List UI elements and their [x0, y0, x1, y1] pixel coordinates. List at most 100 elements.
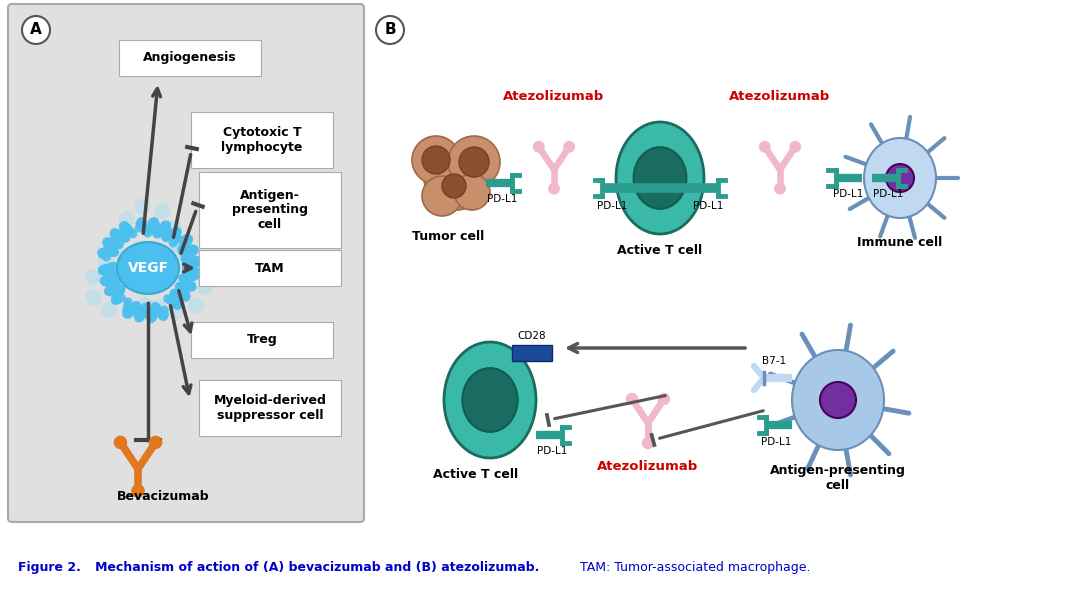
Circle shape	[150, 304, 159, 313]
Circle shape	[774, 184, 785, 194]
Circle shape	[168, 239, 177, 247]
Circle shape	[137, 310, 147, 318]
Circle shape	[145, 312, 154, 321]
Circle shape	[99, 247, 108, 256]
Circle shape	[181, 272, 190, 281]
Bar	[512, 345, 552, 361]
Circle shape	[119, 222, 127, 231]
Circle shape	[85, 269, 102, 285]
Circle shape	[180, 240, 189, 249]
Text: B: B	[384, 22, 395, 37]
Circle shape	[150, 299, 166, 315]
FancyBboxPatch shape	[199, 250, 341, 286]
Circle shape	[184, 237, 192, 246]
Circle shape	[102, 263, 110, 273]
Circle shape	[138, 218, 148, 228]
Circle shape	[192, 256, 201, 265]
Circle shape	[145, 226, 153, 235]
Circle shape	[183, 262, 191, 271]
Circle shape	[22, 16, 50, 44]
Circle shape	[188, 282, 197, 292]
Circle shape	[150, 217, 159, 226]
Circle shape	[180, 254, 189, 263]
Circle shape	[171, 292, 179, 301]
Circle shape	[186, 261, 194, 270]
Circle shape	[177, 245, 186, 255]
Text: B7-1: B7-1	[761, 356, 786, 366]
Circle shape	[181, 253, 190, 262]
Circle shape	[154, 307, 163, 316]
Circle shape	[106, 287, 114, 297]
Circle shape	[126, 307, 135, 316]
Circle shape	[154, 227, 164, 236]
Circle shape	[98, 250, 107, 259]
Circle shape	[166, 296, 175, 305]
Circle shape	[422, 146, 450, 174]
Circle shape	[114, 436, 126, 449]
Circle shape	[117, 284, 125, 293]
Text: PD-L1: PD-L1	[760, 437, 792, 447]
Circle shape	[148, 313, 157, 322]
Circle shape	[376, 16, 404, 44]
Circle shape	[133, 305, 141, 314]
Text: Bevacizumab: Bevacizumab	[117, 491, 210, 504]
Circle shape	[162, 221, 171, 230]
Circle shape	[192, 268, 202, 277]
Circle shape	[113, 295, 122, 305]
Ellipse shape	[792, 350, 885, 450]
Circle shape	[143, 304, 151, 313]
Circle shape	[181, 263, 191, 272]
Circle shape	[116, 286, 125, 295]
Circle shape	[122, 310, 131, 318]
Text: PD-L1: PD-L1	[537, 446, 567, 456]
Text: PD-L1: PD-L1	[833, 189, 863, 199]
Circle shape	[114, 240, 124, 249]
Circle shape	[109, 270, 119, 279]
Circle shape	[459, 147, 489, 177]
Text: Angiogenesis: Angiogenesis	[144, 52, 237, 65]
Circle shape	[168, 303, 184, 319]
Circle shape	[106, 262, 114, 272]
Ellipse shape	[616, 122, 704, 234]
Circle shape	[643, 437, 653, 449]
Circle shape	[133, 310, 143, 319]
FancyBboxPatch shape	[199, 380, 341, 436]
Circle shape	[173, 227, 181, 236]
Ellipse shape	[820, 382, 856, 418]
Text: Atezolizumab: Atezolizumab	[597, 461, 699, 474]
Circle shape	[189, 269, 199, 279]
Circle shape	[176, 247, 192, 263]
Circle shape	[109, 281, 118, 290]
Circle shape	[448, 136, 500, 188]
Circle shape	[105, 278, 113, 287]
FancyBboxPatch shape	[191, 112, 333, 168]
Circle shape	[186, 268, 194, 276]
Circle shape	[108, 248, 118, 257]
Circle shape	[113, 240, 122, 249]
Circle shape	[158, 224, 166, 233]
Circle shape	[189, 260, 205, 276]
Circle shape	[191, 271, 200, 280]
Circle shape	[137, 297, 153, 313]
Circle shape	[97, 253, 113, 269]
Circle shape	[123, 298, 133, 307]
Circle shape	[424, 146, 488, 210]
Circle shape	[110, 228, 119, 237]
Circle shape	[111, 233, 120, 242]
Circle shape	[190, 259, 199, 268]
Circle shape	[139, 305, 149, 314]
Circle shape	[192, 269, 202, 279]
Circle shape	[189, 271, 199, 279]
Circle shape	[180, 282, 189, 291]
Circle shape	[189, 266, 199, 275]
Circle shape	[152, 229, 161, 237]
Circle shape	[160, 310, 168, 319]
Text: PD-L1: PD-L1	[597, 201, 627, 211]
Circle shape	[105, 237, 114, 246]
Ellipse shape	[462, 368, 517, 432]
Circle shape	[98, 265, 107, 274]
Circle shape	[130, 304, 138, 313]
Circle shape	[197, 279, 213, 295]
Text: TAM: TAM	[255, 262, 285, 275]
Circle shape	[789, 141, 800, 152]
